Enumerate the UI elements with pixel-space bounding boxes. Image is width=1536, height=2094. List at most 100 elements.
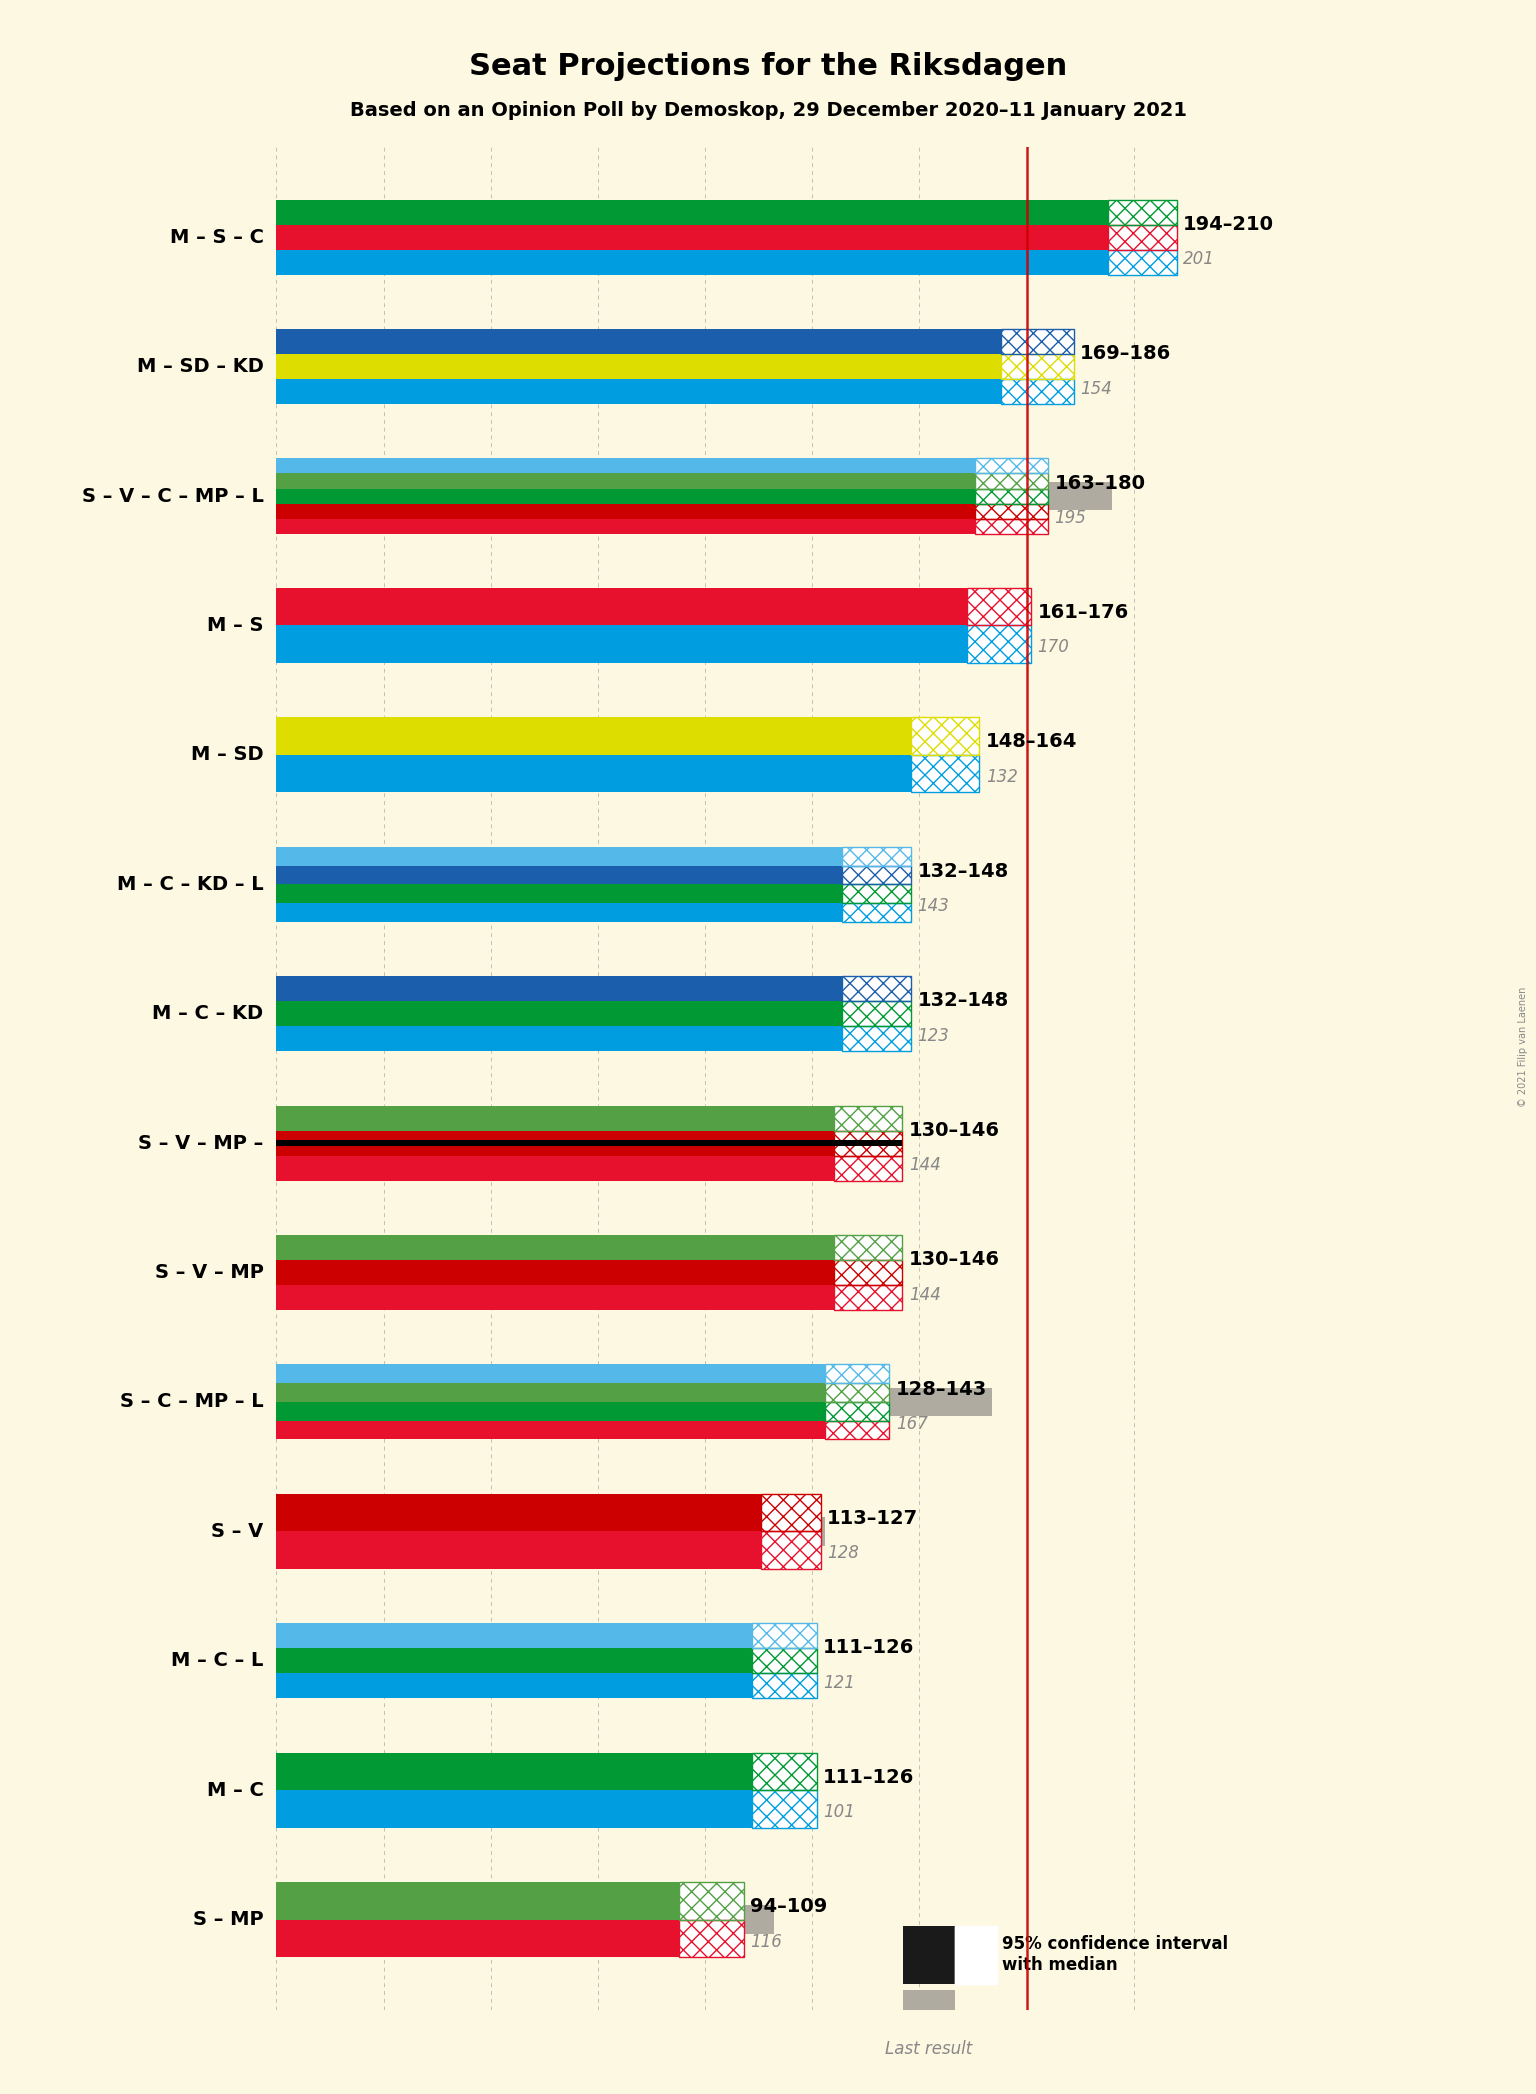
Bar — [903, 1926, 955, 1985]
Bar — [753, 1623, 817, 1648]
Bar — [966, 626, 1031, 664]
Bar — [679, 1920, 743, 1958]
Text: 121: 121 — [823, 1673, 856, 1692]
Bar — [276, 1106, 834, 1131]
Bar — [1107, 199, 1177, 224]
Text: © 2021 Filip van Laenen: © 2021 Filip van Laenen — [1518, 986, 1528, 1108]
Bar — [834, 1235, 902, 1261]
Text: 154: 154 — [1080, 379, 1112, 398]
Bar — [975, 459, 1048, 473]
Bar — [276, 865, 842, 884]
Bar — [760, 1493, 820, 1531]
Bar — [276, 1906, 774, 1935]
Text: 111–126: 111–126 — [823, 1638, 914, 1656]
Bar — [753, 1673, 817, 1698]
Bar — [276, 1776, 710, 1805]
Bar — [276, 379, 1001, 404]
Bar — [842, 1001, 911, 1026]
Bar — [1001, 379, 1074, 404]
Bar — [276, 1646, 796, 1675]
Bar — [955, 1926, 997, 1985]
Text: 195: 195 — [1055, 509, 1086, 528]
Bar — [966, 588, 1031, 626]
Text: 128–143: 128–143 — [895, 1380, 988, 1399]
Bar — [842, 1026, 911, 1051]
Text: 132: 132 — [986, 768, 1018, 785]
Bar — [276, 1235, 834, 1261]
Bar — [842, 1026, 911, 1051]
Bar — [842, 846, 911, 865]
Text: S – MP: S – MP — [194, 1910, 264, 1929]
Text: M – S – C: M – S – C — [169, 228, 264, 247]
Text: 132–148: 132–148 — [917, 863, 1009, 882]
Text: 143: 143 — [917, 898, 949, 915]
Bar — [760, 1531, 820, 1568]
Text: Based on an Opinion Poll by Demoskop, 29 December 2020–11 January 2021: Based on an Opinion Poll by Demoskop, 29… — [350, 101, 1186, 119]
Bar — [760, 1493, 820, 1531]
Bar — [975, 473, 1048, 488]
Bar — [825, 1403, 889, 1420]
Bar — [276, 1129, 894, 1158]
Bar — [834, 1235, 902, 1261]
Bar — [276, 588, 966, 626]
Bar — [1001, 354, 1074, 379]
Text: M – C – L: M – C – L — [170, 1652, 264, 1671]
Bar — [753, 1790, 817, 1828]
Bar — [753, 1648, 817, 1673]
Text: 113–127: 113–127 — [828, 1510, 919, 1529]
Text: 194–210: 194–210 — [1183, 216, 1273, 235]
Bar — [276, 459, 975, 473]
Bar — [276, 976, 842, 1001]
Bar — [753, 1623, 817, 1648]
Bar — [825, 1365, 889, 1384]
Bar — [834, 1106, 902, 1131]
Bar — [911, 718, 980, 754]
Bar — [825, 1384, 889, 1403]
Bar — [276, 1920, 679, 1958]
Bar — [842, 865, 911, 884]
Text: M – C – KD – L: M – C – KD – L — [117, 875, 264, 894]
Bar — [975, 519, 1048, 534]
Bar — [842, 884, 911, 903]
Text: S – C – MP – L: S – C – MP – L — [120, 1393, 264, 1411]
Bar — [842, 884, 911, 903]
Bar — [276, 903, 842, 921]
Bar — [276, 1518, 825, 1545]
Bar — [276, 1673, 753, 1698]
Bar — [276, 488, 975, 503]
Bar — [276, 1131, 834, 1156]
Text: 101: 101 — [823, 1803, 856, 1822]
Bar — [834, 1131, 902, 1156]
Bar — [276, 754, 911, 792]
Text: 201: 201 — [1183, 249, 1215, 268]
Bar — [825, 1403, 889, 1420]
Bar — [276, 626, 966, 664]
Bar — [760, 1531, 820, 1568]
Text: M – C – KD: M – C – KD — [152, 1005, 264, 1024]
Bar — [1107, 199, 1177, 224]
Bar — [834, 1261, 902, 1286]
Bar — [276, 718, 911, 754]
Bar — [842, 903, 911, 921]
Bar — [276, 999, 803, 1028]
Text: 116: 116 — [750, 1933, 782, 1952]
Bar — [975, 488, 1048, 503]
Bar — [276, 1026, 842, 1051]
Bar — [276, 869, 889, 898]
Text: 132–148: 132–148 — [917, 990, 1009, 1009]
Bar — [276, 741, 842, 768]
Bar — [842, 846, 911, 865]
Bar — [276, 519, 975, 534]
Text: M – SD: M – SD — [190, 745, 264, 764]
Text: 161–176: 161–176 — [1037, 603, 1129, 622]
Bar — [276, 1493, 760, 1531]
Bar — [966, 588, 1031, 626]
Bar — [834, 1286, 902, 1311]
Text: S – V: S – V — [212, 1522, 264, 1541]
Text: 144: 144 — [909, 1286, 940, 1305]
Bar — [825, 1365, 889, 1384]
Text: M – SD – KD: M – SD – KD — [137, 358, 264, 377]
Text: 130–146: 130–146 — [909, 1120, 1000, 1139]
Bar — [276, 1261, 834, 1286]
Bar — [842, 1001, 911, 1026]
